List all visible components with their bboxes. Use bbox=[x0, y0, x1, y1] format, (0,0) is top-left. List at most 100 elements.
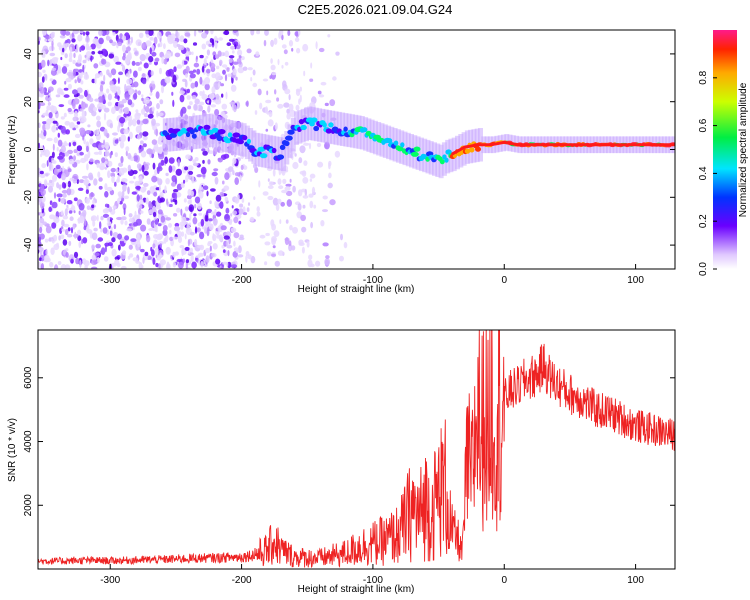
noise-speck bbox=[149, 47, 152, 55]
y-tick-label: 6000 bbox=[23, 366, 34, 389]
noise-speck bbox=[63, 94, 70, 98]
noise-speck bbox=[184, 233, 187, 240]
noise-speck bbox=[281, 44, 287, 49]
noise-speck bbox=[57, 261, 62, 265]
noise-speck bbox=[140, 140, 144, 145]
noise-speck bbox=[142, 135, 148, 141]
noise-speck bbox=[150, 70, 154, 76]
noise-speck bbox=[168, 157, 175, 164]
noise-speck bbox=[38, 36, 41, 42]
noise-speck bbox=[196, 68, 201, 75]
noise-speck bbox=[340, 233, 343, 241]
noise-speck bbox=[47, 59, 50, 67]
noise-speck bbox=[262, 191, 269, 196]
noise-speck bbox=[109, 230, 113, 237]
noise-speck bbox=[156, 103, 160, 110]
noise-speck bbox=[201, 32, 208, 39]
noise-speck bbox=[277, 178, 282, 185]
noise-speck bbox=[81, 175, 89, 179]
noise-speck bbox=[228, 58, 233, 63]
x-tick-label: -200 bbox=[232, 275, 252, 286]
noise-speck bbox=[231, 261, 236, 265]
noise-speck bbox=[62, 239, 68, 246]
noise-speck bbox=[211, 253, 215, 258]
noise-speck bbox=[123, 128, 130, 135]
noise-speck bbox=[239, 203, 244, 208]
noise-speck bbox=[66, 204, 69, 208]
noise-speck bbox=[45, 249, 48, 255]
noise-speck bbox=[109, 84, 116, 89]
noise-speck bbox=[143, 163, 149, 171]
noise-speck bbox=[218, 202, 224, 207]
noise-speck bbox=[61, 219, 65, 227]
noise-speck bbox=[62, 30, 66, 37]
noise-speck bbox=[121, 190, 125, 198]
noise-speck bbox=[111, 248, 117, 257]
noise-speck bbox=[219, 59, 223, 65]
noise-speck bbox=[232, 157, 237, 164]
noise-speck bbox=[294, 153, 297, 157]
colorbar-label: Normalized spectral amplitude bbox=[738, 82, 749, 217]
noise-speck bbox=[221, 93, 224, 98]
noise-speck bbox=[335, 51, 340, 56]
noise-speck bbox=[83, 179, 90, 185]
noise-speck bbox=[151, 51, 157, 57]
noise-speck bbox=[52, 120, 58, 124]
noise-speck bbox=[112, 232, 119, 239]
noise-speck bbox=[168, 223, 172, 228]
noise-speck bbox=[142, 131, 149, 137]
ridge-blob bbox=[271, 147, 277, 154]
noise-speck bbox=[51, 67, 57, 71]
noise-speck bbox=[246, 100, 249, 107]
noise-speck bbox=[125, 150, 128, 157]
noise-speck bbox=[138, 66, 142, 72]
noise-speck bbox=[45, 49, 48, 55]
noise-speck bbox=[189, 199, 192, 205]
noise-speck bbox=[194, 98, 200, 105]
spectrogram-xlabel: Height of straight line (km) bbox=[298, 284, 415, 295]
noise-speck bbox=[159, 41, 163, 48]
ridge-halo bbox=[192, 115, 198, 150]
noise-speck bbox=[275, 203, 280, 211]
noise-speck bbox=[139, 54, 146, 62]
noise-speck bbox=[59, 227, 63, 234]
noise-speck bbox=[117, 88, 121, 96]
noise-speck bbox=[227, 73, 232, 77]
snr-panel: -300 -200 -100 0 100 2000 4000 6000 Height of … bbox=[7, 329, 676, 595]
noise-speck bbox=[174, 251, 179, 256]
noise-speck bbox=[130, 36, 133, 44]
noise-speck bbox=[76, 145, 83, 152]
noise-speck bbox=[283, 49, 288, 55]
ridge-blob bbox=[444, 157, 449, 163]
noise-speck bbox=[294, 31, 299, 37]
noise-speck bbox=[187, 105, 192, 110]
noise-speck bbox=[286, 108, 290, 114]
ridge-halo bbox=[340, 112, 346, 146]
noise-speck bbox=[329, 99, 336, 107]
noise-speck bbox=[72, 223, 76, 230]
noise-speck bbox=[204, 247, 211, 254]
noise-speck bbox=[135, 109, 139, 113]
noise-speck bbox=[77, 34, 83, 42]
snr-series-line bbox=[38, 330, 675, 569]
noise-speck bbox=[67, 227, 71, 232]
noise-speck bbox=[51, 79, 57, 85]
noise-speck bbox=[165, 246, 171, 255]
noise-speck bbox=[299, 94, 302, 103]
noise-speck bbox=[169, 229, 172, 235]
noise-speck bbox=[40, 263, 44, 269]
noise-speck bbox=[281, 64, 284, 69]
noise-speck bbox=[143, 62, 149, 69]
noise-speck bbox=[142, 256, 145, 264]
noise-speck bbox=[142, 118, 149, 125]
noise-speck bbox=[80, 45, 86, 51]
noise-speck bbox=[47, 102, 52, 106]
noise-speck bbox=[282, 80, 287, 88]
noise-speck bbox=[124, 220, 128, 226]
noise-speck bbox=[198, 101, 205, 106]
noise-speck bbox=[117, 77, 120, 84]
noise-speck bbox=[221, 64, 228, 68]
noise-speck bbox=[117, 124, 120, 133]
noise-speck bbox=[154, 247, 159, 256]
noise-speck bbox=[57, 42, 62, 48]
